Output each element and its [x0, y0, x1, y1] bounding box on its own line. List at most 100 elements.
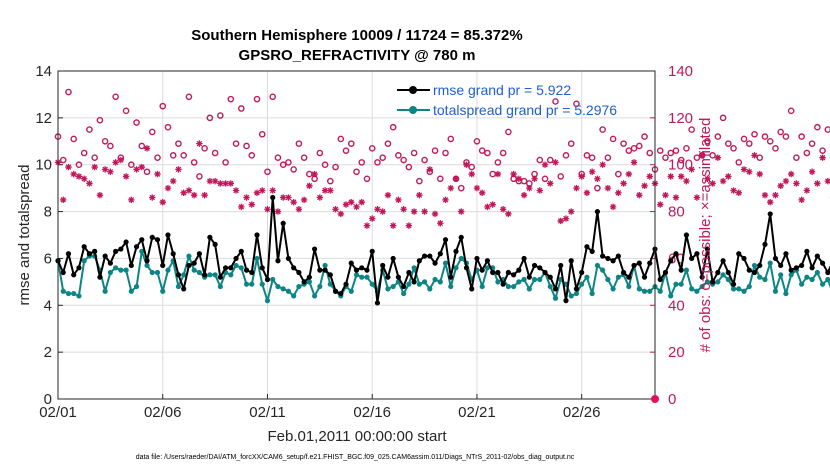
- obs-assimilated-point: [306, 182, 313, 189]
- rmse-point: [280, 220, 286, 226]
- obs-assimilated-point: [814, 180, 821, 187]
- y2-tick-label: 80: [668, 204, 685, 221]
- legend: rmse grand pr = 5.922 totalspread grand …: [397, 82, 617, 118]
- y-axis-label: rmse and totalspread: [16, 165, 33, 306]
- obs-possible-point: [405, 163, 413, 171]
- y2-tick-label: 140: [668, 63, 693, 80]
- obs-possible-point: [138, 142, 146, 150]
- rmse-point: [249, 269, 255, 276]
- rmse-point: [647, 260, 653, 266]
- totalspread-point: [479, 283, 485, 290]
- obs-possible-point: [337, 135, 345, 143]
- obs-assimilated-point: [342, 201, 350, 208]
- obs-assimilated-point: [107, 168, 114, 175]
- obs-assimilated-point: [253, 189, 261, 197]
- obs-possible-point: [730, 145, 737, 152]
- obs-possible-point: [573, 100, 580, 108]
- rmse-point: [814, 253, 820, 259]
- obs-possible-point: [761, 133, 769, 140]
- obs-assimilated-point: [60, 196, 67, 204]
- rmse-point: [526, 274, 532, 280]
- obs-possible-point: [714, 133, 722, 140]
- obs-possible-point: [86, 126, 93, 133]
- rmse-point: [626, 274, 632, 280]
- obs-possible-point: [442, 149, 449, 157]
- rmse-point: [133, 244, 140, 250]
- obs-assimilated-point: [704, 175, 711, 182]
- obs-possible-point: [567, 140, 575, 147]
- totalspread-point: [626, 283, 632, 290]
- obs-assimilated-point: [211, 177, 219, 185]
- rmse-point: [243, 267, 250, 273]
- rmse-point: [139, 237, 145, 243]
- obs-possible-point: [546, 156, 554, 164]
- x-tick-label: 02/16: [353, 404, 391, 421]
- totalspread-point: [217, 283, 223, 290]
- totalspread-point: [139, 248, 145, 254]
- obs-possible-point: [185, 93, 193, 101]
- totalspread-point: [689, 286, 695, 292]
- rmse-point: [60, 269, 66, 276]
- x-axis: 02/01 02/06 02/11 02/16 02/21 02/26: [39, 394, 600, 421]
- obs-possible-point: [436, 175, 444, 183]
- obs-possible-point: [798, 133, 805, 140]
- obs-possible-point: [122, 107, 130, 115]
- obs-possible-point: [552, 98, 559, 105]
- obs-possible-point: [368, 145, 376, 152]
- totalspread-point: [736, 286, 742, 292]
- totalspread-point: [484, 265, 491, 271]
- totalspread-point: [144, 262, 150, 269]
- y-tick-label: 0: [44, 391, 52, 408]
- rmse-point: [437, 251, 443, 257]
- obs-possible-point: [379, 154, 386, 161]
- obs-assimilated-point: [65, 163, 72, 171]
- rmse-point: [118, 246, 124, 252]
- rmse-point: [317, 267, 323, 273]
- obs-possible-point: [473, 137, 481, 145]
- rmse-point: [484, 258, 491, 264]
- rmse-point: [662, 269, 669, 276]
- obs-possible-point: [75, 161, 83, 169]
- obs-assimilated-point: [714, 154, 722, 161]
- obs-assimilated-point: [238, 203, 245, 211]
- obs-assimilated-point: [573, 184, 580, 192]
- rmse-point: [788, 267, 794, 273]
- rmse-point: [144, 258, 150, 264]
- obs-possible-point: [332, 163, 339, 171]
- obs-assimilated-point: [348, 199, 355, 206]
- obs-possible-point: [101, 137, 109, 145]
- obs-assimilated-point: [599, 161, 606, 168]
- rmse-point: [406, 269, 412, 276]
- totalspread-point: [615, 274, 621, 280]
- totalspread-point: [521, 276, 527, 283]
- totalspread-point: [537, 276, 543, 283]
- rmse-point: [479, 267, 485, 273]
- rmse-point: [793, 265, 799, 271]
- rmse-point: [511, 272, 517, 278]
- totalspread-point: [825, 276, 830, 283]
- obs-possible-point: [143, 168, 151, 176]
- obs-possible-point: [630, 145, 638, 152]
- rmse-point: [730, 281, 737, 287]
- totalspread-point: [133, 283, 140, 290]
- totalspread-point: [207, 272, 213, 278]
- obs-possible-point: [384, 140, 392, 147]
- totalspread-point: [233, 262, 239, 269]
- obs-possible-point: [290, 166, 297, 173]
- totalspread-point: [254, 255, 260, 262]
- obs-possible-point: [646, 149, 654, 157]
- obs-assimilated-point: [594, 175, 601, 182]
- obs-possible-point: [541, 175, 549, 183]
- obs-assimilated-point: [746, 168, 753, 175]
- rmse-point: [641, 274, 648, 280]
- obs-possible-point: [719, 114, 727, 122]
- totalspread-point: [453, 265, 459, 271]
- totalspread-point: [212, 272, 218, 278]
- obs-possible-point: [327, 177, 334, 185]
- totalspread-point: [746, 283, 752, 290]
- obs-assimilated-point: [217, 180, 224, 187]
- rmse-point: [338, 290, 344, 297]
- obs-assimilated-point: [667, 173, 674, 180]
- data-file-footnote: data file: /Users/raeder/DAI/ATM_forcXX/…: [136, 454, 575, 461]
- totalspread-point: [589, 290, 595, 297]
